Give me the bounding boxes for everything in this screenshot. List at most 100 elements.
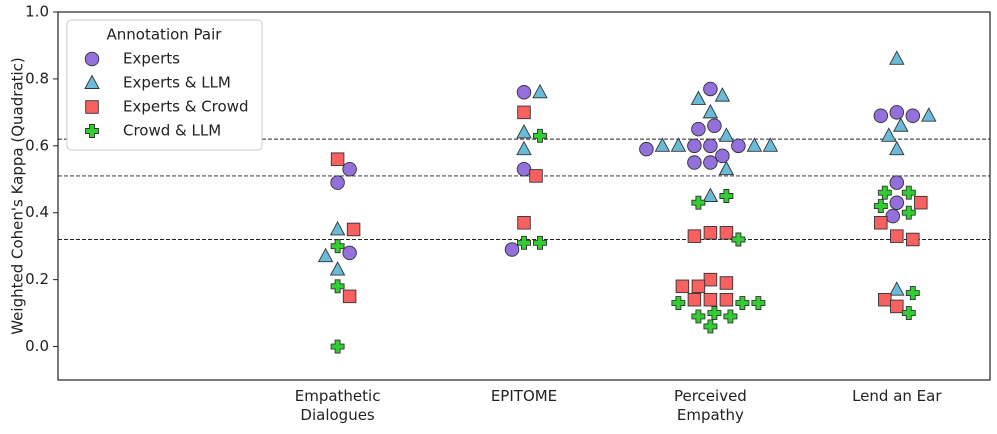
point [691,121,706,137]
point [719,276,734,290]
point [881,127,897,142]
legend-label: Crowd & LLM [123,122,221,140]
point [329,221,346,236]
point [707,306,722,321]
point [885,208,901,224]
point [330,279,345,294]
point [718,160,735,176]
legend-label: Experts [123,50,180,68]
point [735,296,750,311]
point [654,137,671,152]
point [317,247,334,263]
point [707,118,722,133]
point [532,83,548,99]
point [723,309,738,324]
legend-label: Experts & LLM [123,74,231,92]
point [702,103,719,119]
point [921,107,937,122]
point [703,138,718,154]
point [329,261,346,276]
y-axis-label: Weighted Cohen's Kappa (Quadratic) [9,57,27,335]
point [703,155,718,170]
point [889,105,905,120]
point [731,138,746,154]
point [714,87,731,102]
point [893,117,909,132]
y-tick-label: 0.2 [25,270,49,288]
x-tick-label: Empathetic Dialogues [295,387,381,424]
point [719,226,734,240]
point [702,187,719,202]
point [342,161,357,177]
point [330,239,345,254]
point [330,175,345,190]
point [703,81,718,97]
point [905,108,921,123]
point [85,100,99,114]
point [670,137,687,152]
point [533,128,547,143]
point [889,195,905,210]
point [687,292,702,307]
point [517,216,531,230]
point [890,299,904,314]
y-tick-label: 0.6 [25,136,49,154]
point [85,124,99,138]
x-tick-label: Lend an Ear [852,387,942,405]
point [873,199,888,213]
point [715,148,730,164]
point [751,296,766,311]
point [675,279,690,294]
point [516,123,532,139]
point [877,185,892,200]
point [905,286,920,300]
point [691,279,706,294]
point [703,226,718,240]
point [873,108,889,123]
point [533,235,547,250]
point [889,281,905,296]
point [703,272,718,287]
point [890,229,904,243]
point [516,85,532,100]
point [889,175,905,190]
point [718,127,735,142]
point [901,205,916,220]
point [671,296,686,311]
point [914,195,928,210]
point [687,229,702,243]
legend-label: Experts & Crowd [123,98,248,116]
point [342,289,357,304]
legend: Annotation Pair Experts Experts & LLM Exper… [66,19,263,151]
point [690,90,707,105]
point [874,216,888,230]
x-tick-label: EPITOME [491,387,557,405]
point [691,309,706,324]
point [342,245,357,261]
point [889,140,905,156]
point [878,292,892,307]
point [762,137,779,152]
point [330,339,345,354]
point [687,155,702,170]
point [901,185,916,200]
point [906,232,920,247]
x-tick-label: Perceived Empathy [674,387,747,424]
y-tick-label: 0.0 [25,337,49,355]
point [330,152,345,166]
point [639,141,654,157]
point [691,195,706,210]
point [529,169,543,183]
point [687,138,702,154]
point [84,74,100,89]
point [703,292,718,307]
point [719,292,734,307]
point [504,242,520,257]
point [731,232,746,247]
y-tick-label: 0.4 [25,203,49,221]
point [901,306,916,321]
point [517,105,531,120]
point [517,235,531,250]
point [703,319,718,334]
